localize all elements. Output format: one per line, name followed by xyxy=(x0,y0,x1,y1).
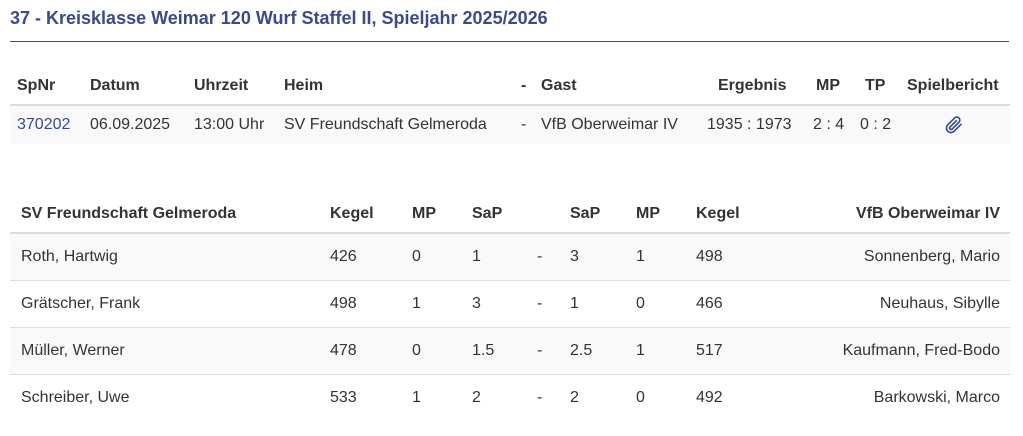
away-kegel: 492 xyxy=(696,389,723,406)
header-spnr: SpNr xyxy=(17,77,56,94)
away-mp: 1 xyxy=(636,342,645,359)
home-mp: 1 xyxy=(412,295,421,312)
home-kegel: 533 xyxy=(330,389,357,406)
header-dash: - xyxy=(521,77,527,94)
header-heim: Heim xyxy=(284,77,324,94)
match-date: 06.09.2025 xyxy=(90,116,171,133)
away-kegel: 466 xyxy=(696,295,723,312)
away-mp: 1 xyxy=(636,248,645,265)
home-sap: 2 xyxy=(472,389,481,406)
table-row: Roth, Hartwig 426 0 1 - 3 1 498 Sonnenbe… xyxy=(10,234,1010,280)
home-mp: 0 xyxy=(412,342,421,359)
home-sap: 3 xyxy=(472,295,481,312)
table-row: Grätscher, Frank 498 1 3 - 1 0 466 Neuha… xyxy=(10,281,1010,327)
header-uhrzeit: Uhrzeit xyxy=(194,77,249,94)
header-divider xyxy=(10,104,1010,106)
away-mp: 0 xyxy=(636,295,645,312)
home-player: Grätscher, Frank xyxy=(21,295,141,312)
away-player: Kaufmann, Fred-Bodo xyxy=(842,342,1000,359)
home-sap: 1 xyxy=(472,248,481,265)
header-spielbericht: Spielbericht xyxy=(907,77,999,94)
dash: - xyxy=(537,389,543,406)
away-sap: 2 xyxy=(570,389,579,406)
match-table-header: SpNr Datum Uhrzeit Heim - Gast Ergebnis … xyxy=(10,66,1010,104)
away-kegel: 517 xyxy=(696,342,723,359)
away-team: VfB Oberweimar IV xyxy=(541,116,678,133)
header-datum: Datum xyxy=(90,77,140,94)
header-home-mp: MP xyxy=(412,205,436,222)
header-home-kegel: Kegel xyxy=(330,205,374,222)
row-divider xyxy=(10,374,1010,375)
match-result: 1935 : 1973 xyxy=(707,116,792,133)
match-number-link[interactable]: 370202 xyxy=(17,116,71,133)
away-sap: 2.5 xyxy=(570,342,593,359)
match-table: SpNr Datum Uhrzeit Heim - Gast Ergebnis … xyxy=(10,66,1010,144)
dash: - xyxy=(521,116,527,133)
home-mp: 1 xyxy=(412,389,421,406)
away-mp: 0 xyxy=(636,389,645,406)
home-player: Schreiber, Uwe xyxy=(21,389,130,406)
home-player: Roth, Hartwig xyxy=(21,248,118,265)
home-kegel: 498 xyxy=(330,295,357,312)
table-row: Schreiber, Uwe 533 1 2 - 2 0 492 Barkows… xyxy=(10,375,1010,421)
away-player: Neuhaus, Sibylle xyxy=(879,295,1000,312)
players-table: SV Freundschaft Gelmeroda Kegel MP SaP S… xyxy=(10,194,1010,421)
paperclip-icon xyxy=(945,116,962,134)
header-away-team: VfB Oberweimar IV xyxy=(855,205,1000,222)
match-report-link[interactable] xyxy=(944,116,964,139)
table-row: Müller, Werner 478 0 1.5 - 2.5 1 517 Kau… xyxy=(10,328,1010,374)
home-kegel: 478 xyxy=(330,342,357,359)
header-gast: Gast xyxy=(541,77,577,94)
home-team: SV Freundschaft Gelmeroda xyxy=(284,116,487,133)
home-player: Müller, Werner xyxy=(21,342,125,359)
header-home-team: SV Freundschaft Gelmeroda xyxy=(21,205,237,222)
match-mp: 2 : 4 xyxy=(813,116,845,133)
dash: - xyxy=(537,248,543,265)
header-home-sap: SaP xyxy=(472,205,503,222)
header-divider xyxy=(10,232,1010,234)
players-table-header: SV Freundschaft Gelmeroda Kegel MP SaP S… xyxy=(10,194,1010,232)
table-row: 370202 06.09.2025 13:00 Uhr SV Freundsch… xyxy=(10,106,1010,144)
away-player: Barkowski, Marco xyxy=(873,389,1000,406)
header-ergebnis: Ergebnis xyxy=(718,77,787,94)
header-away-sap: SaP xyxy=(570,205,601,222)
away-sap: 3 xyxy=(570,248,579,265)
header-tp: TP xyxy=(865,77,886,94)
header-mp: MP xyxy=(816,77,840,94)
match-time: 13:00 Uhr xyxy=(194,116,265,133)
header-away-kegel: Kegel xyxy=(696,205,740,222)
home-sap: 1.5 xyxy=(472,342,495,359)
away-kegel: 498 xyxy=(696,248,723,265)
match-tp: 0 : 2 xyxy=(860,116,892,133)
title-divider xyxy=(10,41,1009,42)
header-away-mp: MP xyxy=(636,205,660,222)
dash: - xyxy=(537,342,543,359)
row-divider xyxy=(10,327,1010,328)
away-sap: 1 xyxy=(570,295,579,312)
home-mp: 0 xyxy=(412,248,421,265)
home-kegel: 426 xyxy=(330,248,357,265)
page-title: 37 - Kreisklasse Weimar 120 Wurf Staffel… xyxy=(10,8,548,28)
away-player: Sonnenberg, Mario xyxy=(863,248,1000,265)
dash: - xyxy=(537,295,543,312)
row-divider xyxy=(10,280,1010,281)
